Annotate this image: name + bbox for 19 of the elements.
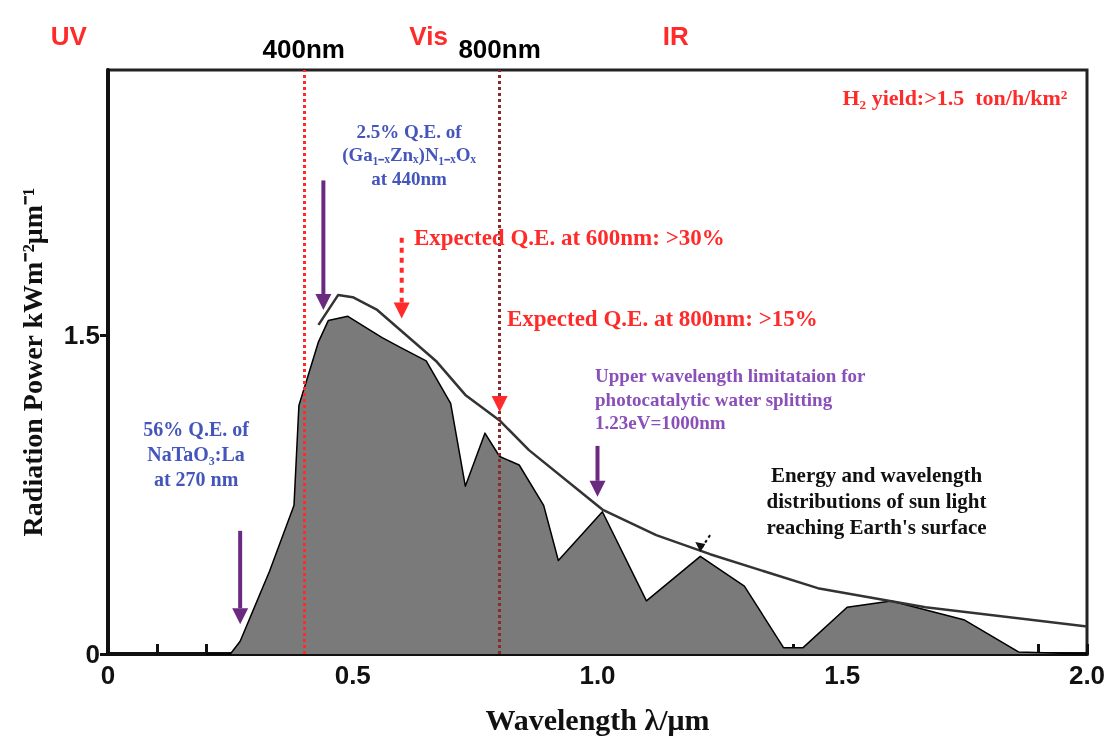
annotation: H₂ yield:>1.5 ton/h/km²	[842, 85, 1068, 111]
annotation: Expected Q.E. at 600nm: >30%	[413, 225, 725, 251]
x-axis-title: Wavelength λ/μm	[485, 702, 710, 736]
annotation: 56% Q.E. of NaTaO₃:La at 270 nm	[143, 418, 250, 491]
ref-line-label: 400nm	[262, 34, 345, 64]
y-axis-title: Radiation Power kWm⁻²μm⁻¹	[16, 187, 48, 537]
annotation: Expected Q.E. at 800nm: >15%	[506, 305, 818, 331]
annotation: 2.5% Q.E. of (Ga₁₋ₓZnₓ)N₁₋ₓOₓ at 440nm	[342, 120, 477, 190]
x-tick-label: 0.5	[334, 660, 371, 690]
x-tick-label: 1.5	[824, 660, 861, 690]
annotation: Upper wavelength limitataion for photocatalytic water splitting 1.23eV=1000nm	[595, 364, 866, 434]
text: Vis	[409, 21, 448, 52]
x-tick-label: 1.0	[579, 660, 616, 690]
text: IR	[662, 21, 690, 52]
line-series	[317, 293, 1089, 628]
annotation: Energy and wavelength distributions of sun light reaching Earth's surface	[766, 462, 987, 540]
text: UV	[50, 21, 88, 52]
ref-line-label: 800nm	[458, 34, 541, 64]
x-tick-label: 2.0	[1068, 660, 1106, 690]
